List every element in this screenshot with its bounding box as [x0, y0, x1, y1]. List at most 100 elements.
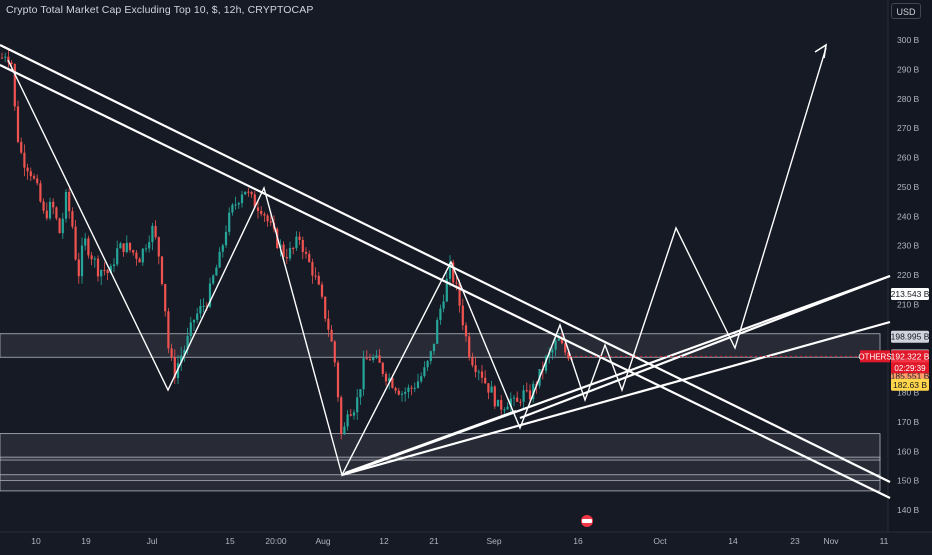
candle-body [480, 371, 484, 378]
candle-body [234, 204, 237, 206]
candle-body [442, 301, 445, 309]
candle-body [544, 356, 548, 371]
candle-body [84, 238, 87, 246]
candle-body [298, 236, 301, 240]
candle-body [349, 414, 352, 416]
candle-body [509, 398, 512, 407]
candle-body [103, 269, 106, 271]
price-tick-label: 230 B [897, 241, 920, 251]
candle-body [132, 250, 135, 253]
candle-body [522, 390, 525, 402]
candle-body [285, 256, 288, 259]
candle-body [29, 171, 32, 177]
symbol-tag [860, 350, 890, 363]
candle-body [317, 275, 320, 285]
candle-body [202, 305, 205, 307]
candle-body [394, 387, 397, 391]
candle-body [100, 269, 103, 277]
price-tag-label: 213.543 B [891, 289, 930, 299]
candle-body [141, 248, 144, 263]
candle-body [154, 225, 157, 238]
candle-body [199, 305, 202, 314]
candle-body [282, 244, 285, 257]
candle-body [36, 178, 39, 184]
plot-pane [0, 0, 888, 532]
price-tag [891, 350, 929, 363]
candle-body [356, 397, 359, 413]
candle-body [423, 367, 426, 377]
candle-body [138, 258, 141, 263]
candle-body [564, 343, 567, 353]
candle-body [77, 259, 80, 277]
candle-body [330, 329, 333, 342]
candle-body [391, 377, 394, 388]
candle-body [503, 409, 506, 411]
time-tick-label: 19 [81, 536, 91, 546]
candle-body [381, 362, 384, 374]
candle-body [404, 391, 407, 394]
candle-body [0, 57, 4, 59]
event-marker-glyph [582, 519, 592, 523]
candle-body [352, 412, 356, 416]
candle-body [496, 399, 500, 407]
candle-body [45, 210, 48, 219]
candle-body [301, 239, 304, 252]
time-tick-label: 11 [880, 536, 889, 546]
candle-body [231, 204, 234, 213]
candle-body [388, 377, 391, 382]
time-tick-label: 16 [573, 536, 583, 546]
time-tick-label: Oct [653, 536, 667, 546]
candle-body [160, 256, 164, 285]
candle-body [247, 191, 250, 193]
candle-body [119, 243, 122, 249]
candle-body [176, 363, 180, 379]
candle-body [512, 397, 516, 399]
candle-body [205, 305, 208, 307]
candle-body [560, 338, 564, 344]
candle-body [445, 278, 448, 302]
candle-body [308, 253, 311, 263]
candle-body [365, 358, 368, 360]
candle-body [157, 237, 160, 257]
candle-body [55, 207, 58, 219]
candle-body [426, 360, 429, 368]
time-tick-label: 21 [429, 536, 439, 546]
candle-body [240, 194, 244, 204]
candle-body [224, 231, 228, 246]
candle-body [343, 426, 346, 435]
candle-body [52, 201, 55, 208]
candle-body [260, 210, 263, 214]
candle-body [71, 211, 74, 227]
candle-body [212, 275, 215, 284]
price-tag-label: 198.995 B [891, 332, 930, 342]
candle-body [250, 191, 253, 195]
candle-body [407, 387, 410, 392]
candle-body [506, 406, 509, 410]
price-tick-label: 140 B [897, 505, 920, 515]
candle-body [96, 258, 100, 277]
candle-body [288, 247, 292, 259]
candle-body [528, 390, 532, 400]
currency-button[interactable]: USD [891, 3, 921, 19]
candle-body [128, 242, 132, 251]
candle-body [557, 338, 560, 341]
candle-body [372, 357, 375, 361]
candle-body [500, 399, 503, 410]
candle-body [340, 397, 343, 435]
candle-body [269, 221, 272, 223]
trend-line-3 [341, 320, 891, 477]
zone-3 [0, 474, 881, 492]
candle-body [16, 106, 20, 142]
candle-body [42, 201, 45, 211]
candle-body [164, 284, 167, 312]
candle-body [464, 325, 468, 337]
candle-body [90, 255, 93, 260]
candle-body [484, 377, 487, 384]
countdown-label: 02:29:39 [894, 364, 926, 373]
candle-body [368, 359, 372, 361]
candle-body [452, 262, 455, 283]
candle-body [554, 340, 557, 350]
candle-body [346, 414, 349, 427]
